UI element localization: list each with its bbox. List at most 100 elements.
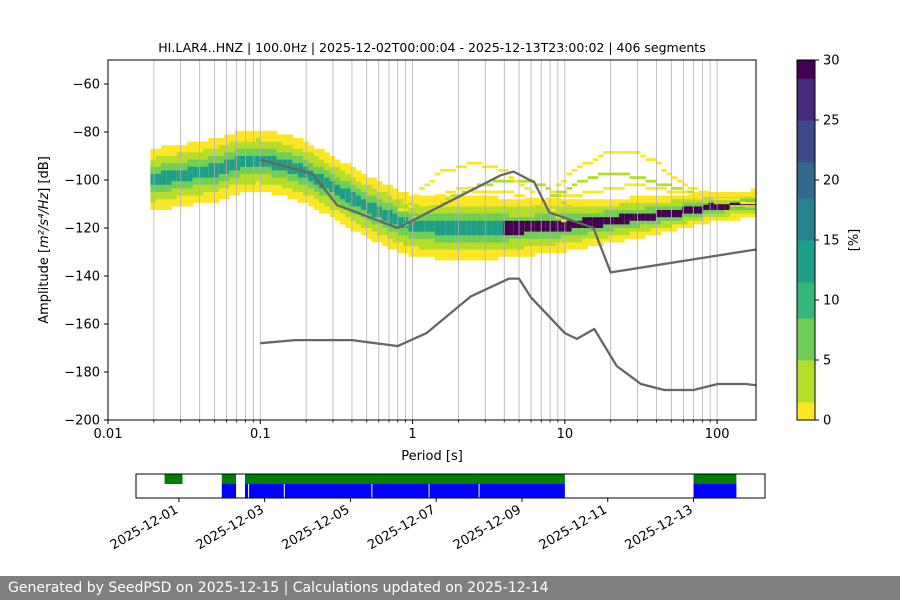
colorbar-segment (797, 396, 815, 403)
colorbar-segment (797, 252, 815, 259)
heatmap-cell (661, 187, 667, 190)
heatmap-cell (160, 170, 167, 185)
y-tick-label: −200 (64, 414, 100, 429)
heatmap-cell (666, 212, 673, 216)
heatmap-cell (592, 190, 599, 194)
noise-model-curves (259, 158, 756, 392)
heatmap-cell (550, 220, 557, 232)
heatmap-cell (613, 219, 620, 223)
heatmap-cell (613, 151, 620, 154)
heatmap-cell (187, 166, 193, 182)
processed-segment-bar (221, 484, 237, 498)
heatmap-cell (487, 165, 494, 169)
heatmap-cell (745, 194, 752, 197)
heatmap-cell (624, 213, 631, 225)
timeline-tick-label: 2025-12-07 (365, 502, 438, 553)
heatmap-cell (587, 176, 594, 179)
colorbar-segment (797, 168, 815, 175)
heatmap-cell (582, 190, 588, 194)
heatmap-cell (576, 179, 583, 183)
colorbar-segment (797, 300, 815, 307)
heatmap-cell (587, 222, 594, 226)
heatmap-cell (529, 226, 536, 230)
heatmap-cell (466, 187, 473, 190)
heatmap-cell (408, 197, 415, 201)
heatmap-cell (440, 201, 446, 205)
heatmap-cell (729, 197, 736, 201)
heatmap-cell (566, 220, 573, 232)
colorbar-segment (797, 198, 815, 205)
heatmap-cell (571, 169, 578, 172)
heatmap-cell (382, 210, 388, 221)
heatmap-cell (666, 172, 673, 176)
x-tick-label: 0.1 (250, 427, 271, 442)
heatmap-cell (582, 179, 588, 183)
heatmap-cell (745, 201, 752, 205)
heatmap-cell (508, 190, 515, 194)
heatmap-cell (445, 169, 451, 172)
heatmap-cell (418, 201, 425, 205)
heatmap-cell (598, 190, 604, 194)
colorbar-segment (797, 318, 815, 325)
colorbar-segment (797, 312, 815, 319)
colorbar-segment (797, 102, 815, 109)
heatmap-cell (603, 187, 609, 190)
heatmap-cell (550, 190, 557, 194)
colorbar-tick-label: 10 (823, 294, 840, 309)
heatmap-cell (750, 205, 756, 208)
heatmap-cell (513, 194, 520, 197)
heatmap-cell (692, 208, 699, 212)
available-data-bar (164, 474, 183, 484)
colorbar-segment (797, 414, 815, 421)
heatmap-cell (534, 183, 541, 187)
timeline-tick-label: 2025-12-11 (537, 502, 610, 553)
colorbar-segment (797, 126, 815, 133)
heatmap-cell (740, 201, 746, 205)
heatmap-cell (424, 183, 430, 187)
x-tick-label: 10 (557, 427, 574, 442)
heatmap-cell (619, 187, 625, 190)
x-tick-label: 1 (408, 427, 416, 442)
heatmap-cell (408, 220, 415, 232)
heatmap-cell (440, 169, 446, 172)
colorbar-segment (797, 288, 815, 295)
colorbar: 0 5 10 15 20 25 30 (796, 54, 840, 429)
heatmap-cell (719, 204, 725, 208)
heatmap-cell (445, 190, 451, 194)
heatmap-cell (218, 163, 225, 174)
heatmap-cell (497, 190, 504, 194)
heatmap-cell (603, 151, 609, 154)
heatmap-cell (150, 174, 157, 185)
heatmap-cell (550, 226, 557, 230)
heatmap-cell (561, 190, 567, 194)
heatmap-cell (740, 194, 746, 197)
heatmap-cell (429, 197, 436, 201)
colorbar-segment (797, 384, 815, 391)
heatmap-cell (492, 220, 499, 236)
heatmap-cell (682, 190, 688, 194)
colorbar-segment (797, 270, 815, 277)
heatmap-cell (182, 170, 188, 182)
heatmap-cell (719, 197, 725, 201)
heatmap-cell (598, 219, 604, 223)
heatmap-cell (466, 161, 473, 165)
colorbar-segment (797, 222, 815, 229)
y-axis-label-end: ] [dB] (37, 156, 52, 193)
heatmap-cell (466, 220, 473, 236)
heatmap-cell (592, 217, 599, 228)
colorbar-segment (797, 210, 815, 217)
colorbar-tick-label: 5 (823, 354, 831, 369)
heatmap-cell (487, 183, 494, 187)
heatmap-cell (545, 220, 552, 232)
available-data-bar (221, 474, 237, 484)
data-availability-timeline: 2025-12-01 2025-12-03 2025-12-05 2025-12-07… (108, 473, 766, 553)
heatmap-cell (434, 172, 441, 176)
colorbar-tick-label: 20 (823, 174, 840, 189)
colorbar-segment (797, 90, 815, 97)
heatmap-cell (698, 208, 704, 212)
heatmap-cell (671, 190, 678, 194)
heatmap-cell (397, 208, 404, 212)
heatmap-cell (629, 183, 636, 187)
heatmap-cell (571, 222, 578, 226)
heatmap-cell (713, 194, 720, 197)
